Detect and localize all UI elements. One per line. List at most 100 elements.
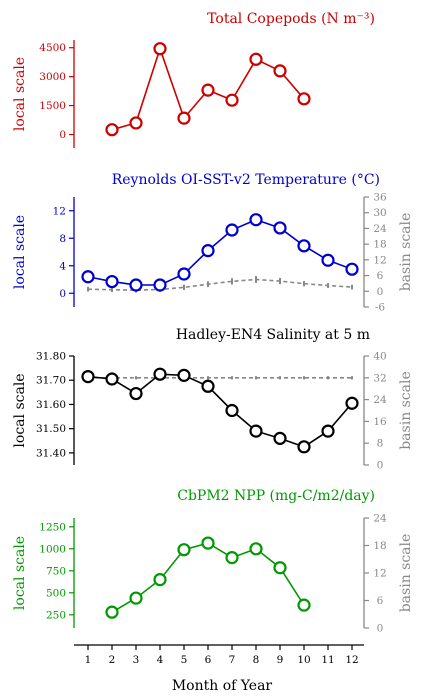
data-point [273,561,287,575]
data-point [297,598,311,612]
data-point [129,386,143,401]
data-point [321,424,335,438]
left-axis-label: local scale [12,373,28,447]
left-tick-label: 500 [46,587,66,599]
data-point [81,369,95,384]
data-point [273,431,287,445]
data-point [249,542,263,556]
left-tick-label: 1000 [39,543,66,555]
panel-3: Hadley-EN4 Salinity at 5 m 31.40 31.50 31.6… [12,327,414,472]
data-point [105,372,119,386]
data-point [129,278,143,292]
left-tick-label: 4 [59,260,66,272]
right-tick-label: -6 [375,302,386,314]
panel-title: Total Copepods (N m⁻³) [207,11,375,27]
data-point [153,572,167,587]
right-tick-label: 40 [373,351,386,363]
x-tick-label: 12 [345,654,358,666]
left-tick-label: 8 [59,233,66,245]
left-tick-label: 1250 [39,521,66,533]
left-tick-label: 31.80 [36,351,66,363]
right-tick-label: 16 [373,416,387,428]
data-point [105,274,119,289]
x-tick-label: 8 [253,654,260,666]
data-point [129,591,143,605]
data-point [225,93,239,107]
right-tick-label: 30 [373,207,386,219]
left-tick-label: 250 [46,609,66,621]
data-point [249,424,263,438]
right-tick-label: 0 [377,623,384,635]
left-tick-label: 4500 [39,42,66,54]
right-tick-label: 24 [373,223,387,235]
data-point [345,262,359,276]
data-point [201,536,215,550]
data-point [297,239,311,253]
panel-title: Reynolds OI-SST-v2 Temperature (°C) [112,172,380,188]
data-point [81,270,95,284]
left-tick-label: 0 [59,288,66,300]
right-tick-label: 24 [373,394,387,406]
data-point [153,278,167,292]
panel-title: CbPM2 NPP (mg-C/m2/day) [177,488,375,504]
right-tick-label: 24 [373,513,387,525]
left-tick-label: 1500 [39,100,66,112]
x-tick-label: 10 [297,654,310,666]
left-axis-label: local scale [12,536,28,610]
data-point [153,42,167,56]
data-point [201,379,215,393]
data-point [225,403,239,418]
x-tick-label: 3 [133,654,140,666]
x-tick-label: 6 [205,654,212,666]
x-tick-label: 5 [181,654,188,666]
right-tick-label: 18 [373,239,386,251]
x-tick-label: 11 [321,654,334,666]
left-tick-label: 31.60 [36,399,66,411]
right-tick-label: 18 [373,540,386,552]
data-point [177,267,191,281]
data-point [225,223,239,237]
data-point [177,543,191,557]
left-tick-label: 3000 [39,71,66,83]
data-point [249,213,263,227]
right-tick-label: 6 [377,595,384,607]
data-point [345,396,359,410]
panel-1: Total Copepods (N m⁻³) 0 1500 3000 4500 local… [12,11,375,148]
left-axis-label: local scale [12,215,28,289]
data-point [249,52,263,66]
right-tick-label: 12 [373,254,386,266]
left-tick-label: 31.40 [36,447,66,459]
series-line [87,218,353,286]
x-tick-label: 9 [277,654,284,666]
data-point [177,368,191,382]
x-tick-label: 2 [109,654,116,666]
data-point [105,123,119,137]
right-axis-label: basin scale [398,534,414,613]
right-tick-label: 36 [373,192,387,204]
data-point [201,244,215,258]
panel-4: CbPM2 NPP (mg-C/m2/day) 250 500 750 1000 1250… [12,488,414,635]
data-point [321,253,335,267]
right-tick-label: 0 [377,286,384,298]
data-point [129,116,143,130]
data-point [201,83,215,97]
left-tick-label: 31.70 [36,375,66,387]
data-point [177,111,191,125]
right-tick-label: 0 [377,460,384,472]
panel-2: Reynolds OI-SST-v2 Temperature (°C) 0 4 8 12… [12,172,414,314]
data-point [297,92,311,106]
x-axis-label: Month of Year [172,678,273,694]
x-tick-label: 4 [157,654,164,666]
data-point [105,605,119,619]
data-point [273,64,287,78]
x-tick-label: 7 [229,654,236,666]
left-axis-label: local scale [12,57,28,131]
panel-title: Hadley-EN4 Salinity at 5 m [176,327,370,343]
x-tick-label: 1 [85,654,92,666]
right-tick-label: 32 [373,372,386,384]
right-axis-label: basin scale [398,371,414,450]
left-tick-label: 0 [59,129,66,141]
series-line [87,373,353,448]
